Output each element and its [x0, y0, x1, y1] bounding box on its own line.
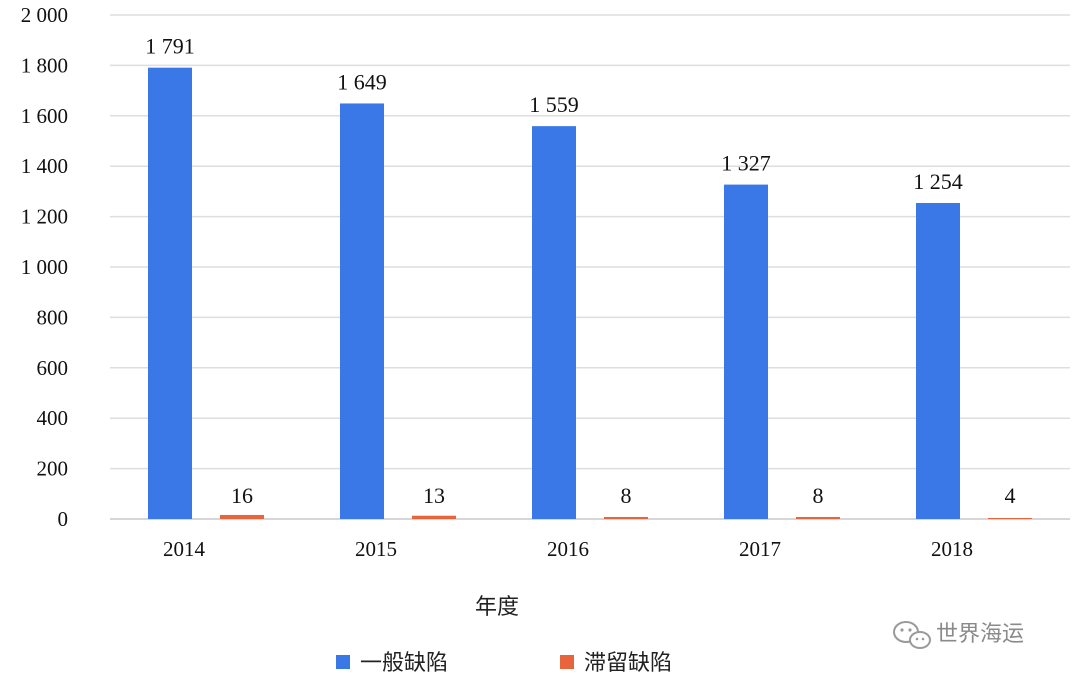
bar-detention-defects — [220, 514, 264, 519]
y-tick-label: 0 — [58, 507, 69, 531]
y-tick-label: 200 — [37, 457, 69, 481]
y-tick-label: 1 600 — [21, 104, 68, 128]
gridlines — [110, 14, 1070, 520]
bar-detention-defects — [988, 517, 1032, 519]
bar-general-defects — [916, 202, 960, 519]
y-tick-label: 1 800 — [21, 53, 68, 77]
legend: 一般缺陷 滞留缺陷 — [336, 651, 672, 676]
data-label: 1 649 — [337, 69, 387, 94]
bar-general-defects — [340, 103, 384, 520]
x-tick-label: 2016 — [547, 537, 589, 561]
data-label: 1 327 — [721, 151, 771, 176]
y-tick-label: 400 — [37, 406, 69, 430]
data-label: 16 — [231, 483, 253, 508]
y-tick-label: 1 000 — [21, 255, 68, 279]
bar-detention-defects — [412, 515, 456, 519]
bar-detention-defects — [796, 516, 840, 519]
data-label: 4 — [1005, 483, 1016, 508]
data-label: 1 559 — [529, 92, 579, 117]
legend-label-general-defects: 一般缺陷 — [360, 651, 448, 676]
x-axis-title: 年度 — [475, 595, 519, 620]
data-label: 8 — [621, 483, 632, 508]
watermark-text: 世界海运 — [936, 622, 1024, 647]
data-label: 13 — [423, 483, 445, 508]
x-tick-label: 2018 — [931, 537, 973, 561]
bars — [148, 67, 1032, 520]
y-tick-label: 2 000 — [21, 3, 68, 27]
x-tick-label: 2014 — [163, 537, 206, 561]
y-tick-label: 800 — [37, 305, 69, 329]
x-axis-ticks: 2014 2015 2016 2017 2018 — [163, 537, 973, 561]
bar-general-defects — [148, 67, 192, 519]
y-tick-label: 1 200 — [21, 205, 68, 229]
data-label: 8 — [813, 483, 824, 508]
watermark: 世界海运 — [893, 621, 1024, 649]
data-labels: 1 791 16 1 649 13 1 559 8 1 327 8 1 254 4 — [145, 34, 1015, 508]
data-label: 1 254 — [913, 169, 963, 194]
y-tick-label: 1 400 — [21, 154, 68, 178]
y-tick-label: 600 — [37, 356, 69, 380]
legend-swatch-general-defects — [336, 655, 350, 669]
data-label: 1 791 — [145, 34, 195, 59]
legend-label-detention-defects: 滞留缺陷 — [584, 651, 672, 676]
legend-swatch-detention-defects — [560, 655, 574, 669]
y-axis-ticks: 0 200 400 600 800 1 000 1 200 1 400 1 600 1 800 2 … — [21, 3, 68, 531]
bar-general-defects — [724, 184, 768, 519]
x-tick-label: 2015 — [355, 537, 397, 561]
x-tick-label: 2017 — [739, 537, 781, 561]
bar-detention-defects — [604, 516, 648, 519]
wechat-icon — [893, 621, 931, 649]
bar-general-defects — [532, 126, 576, 519]
